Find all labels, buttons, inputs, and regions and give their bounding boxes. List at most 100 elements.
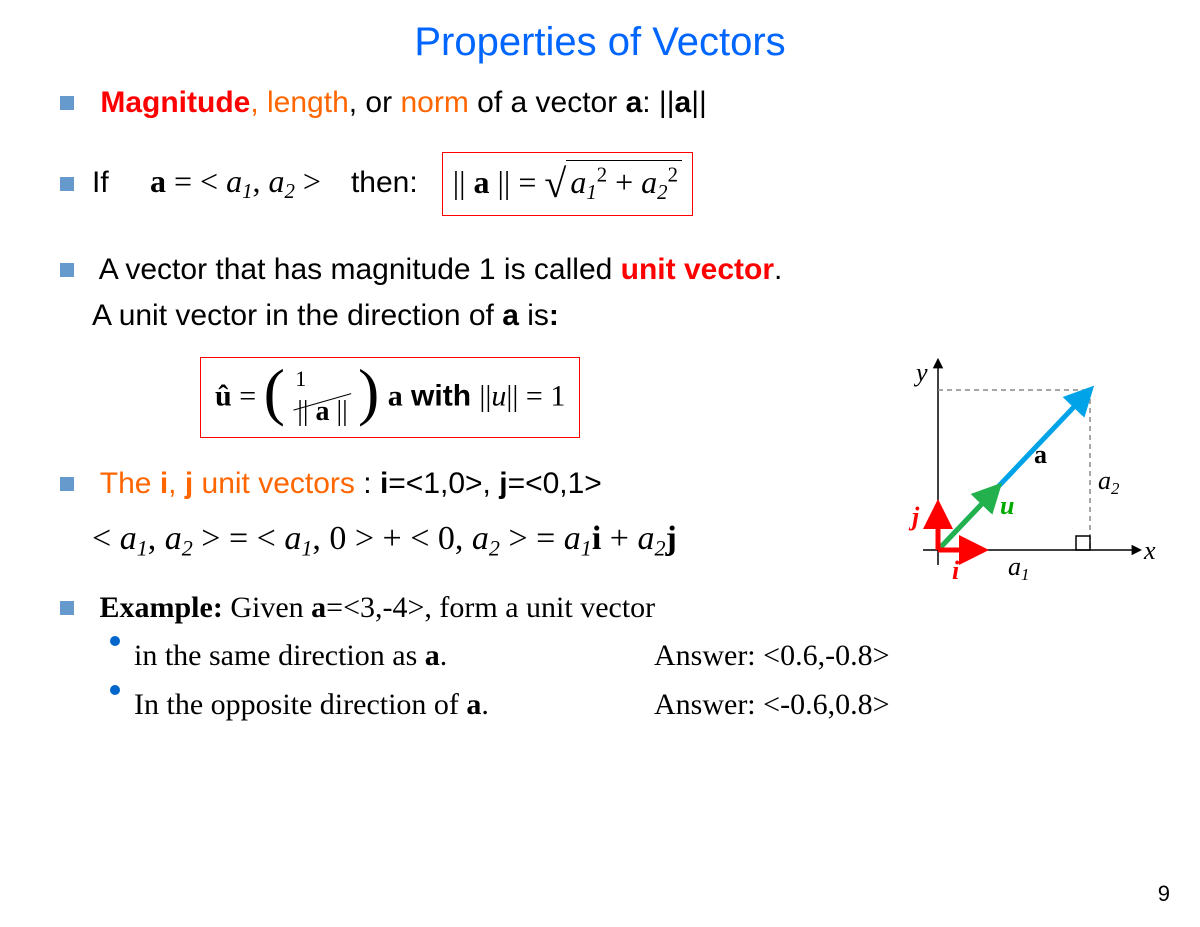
sub: 2	[489, 536, 500, 561]
sub: 1	[301, 536, 312, 561]
text: In the opposite direction of	[134, 688, 466, 721]
a: a	[472, 520, 489, 557]
i: i	[592, 520, 601, 557]
label-x: x	[1144, 536, 1156, 566]
colon: :	[363, 467, 380, 500]
example-sub2: In the opposite direction of a. Answer: …	[60, 685, 1150, 726]
vector-a: a	[388, 379, 403, 412]
text: ,	[253, 163, 269, 199]
text-length: length	[267, 86, 349, 119]
vector-a: a	[474, 164, 490, 200]
text-then: then:	[351, 163, 418, 204]
answer-value: <0.6,-0.8>	[763, 639, 889, 672]
sep: ,	[168, 467, 185, 500]
text: =<1,0>,	[388, 467, 499, 500]
bullet-icon	[60, 601, 74, 615]
text: , 0 > + < 0,	[312, 520, 472, 557]
example-label: Example:	[100, 591, 223, 624]
denominator: || a ||	[293, 393, 349, 431]
sub: 2	[1111, 479, 1119, 498]
sub1-answer: Answer: <0.6,-0.8>	[654, 636, 889, 677]
bullet-icon	[60, 177, 74, 191]
text: Given	[223, 591, 311, 624]
sub: 1	[137, 536, 148, 561]
text: > = <	[193, 520, 285, 557]
text-if: If	[92, 163, 132, 204]
a: a	[637, 520, 654, 557]
a-def: a = < a1, a2 >	[150, 160, 321, 206]
slide-title: Properties of Vectors	[50, 20, 1150, 65]
u: u	[491, 379, 506, 412]
text: || =	[490, 164, 545, 200]
vector-a: a	[466, 688, 481, 721]
text: || = 1	[506, 379, 565, 412]
text: The	[100, 467, 160, 500]
example-sub1: in the same direction as a. Answer: <0.6…	[60, 636, 1150, 677]
text: .	[774, 253, 782, 286]
text-with: with	[411, 379, 479, 412]
i: i	[160, 467, 168, 500]
a: a	[120, 520, 137, 557]
a: a	[165, 520, 182, 557]
sub1-text: in the same direction as a.	[134, 636, 654, 677]
vector-a: a	[675, 86, 692, 119]
line-magnitude: Magnitude, length, or norm of a vector a…	[60, 83, 1150, 124]
sep: ,	[250, 86, 267, 119]
vector-a: a	[150, 163, 166, 199]
a1: a	[226, 163, 242, 199]
sub: 2	[657, 181, 667, 204]
text: ||	[453, 164, 474, 200]
text: in the same direction as	[134, 639, 425, 672]
text: > =	[500, 520, 564, 557]
text: ||	[691, 86, 707, 119]
text: of a vector	[469, 86, 626, 119]
text-unit-vector: unit vector	[621, 253, 774, 286]
text: unit vectors	[193, 467, 355, 500]
text: = <	[166, 163, 226, 199]
page-number: 9	[1158, 881, 1170, 907]
answer-value: <-0.6,0.8>	[763, 688, 889, 721]
sup: 2	[597, 163, 607, 186]
sep: , or	[349, 86, 401, 119]
a: a	[284, 520, 301, 557]
formula-box-u: û = ( 1 || a || ) a with ||u|| = 1	[200, 357, 580, 438]
a: a	[564, 520, 581, 557]
label-j: j	[912, 502, 919, 532]
line-unit-vector: A vector that has magnitude 1 is called …	[60, 250, 1150, 291]
text: ,	[148, 520, 165, 557]
sub: 2	[285, 181, 295, 204]
sqrt-icon: √	[544, 161, 566, 206]
vector-a: a	[502, 299, 519, 332]
a: a	[1098, 466, 1111, 495]
numerator: 1	[293, 364, 349, 394]
label-a2: a2	[1098, 466, 1119, 499]
bullet-icon	[60, 96, 74, 110]
sub: 1	[242, 181, 252, 204]
j: j	[666, 520, 677, 557]
text: .	[440, 639, 448, 672]
subbullet-icon	[110, 685, 120, 695]
answer-label: Answer:	[654, 639, 763, 672]
label-y: y	[916, 358, 928, 388]
text: A unit vector in the direction of	[92, 299, 502, 332]
line-unit-direction: A unit vector in the direction of a is:	[92, 296, 1150, 337]
vector-a: a	[626, 86, 643, 119]
text: ||	[329, 396, 347, 427]
a: a	[1008, 552, 1021, 581]
sub: 2	[182, 536, 193, 561]
a2: a	[641, 164, 657, 200]
label-a: a	[1034, 440, 1047, 470]
text-norm: norm	[400, 86, 468, 119]
text: ||	[479, 379, 491, 412]
text: <	[92, 520, 120, 557]
sub: 1	[586, 181, 596, 204]
formula-box-norm: || a || = √ a12 + a22	[442, 152, 693, 216]
sub2-answer: Answer: <-0.6,0.8>	[654, 685, 889, 726]
a: a	[1034, 440, 1047, 469]
text: >	[295, 163, 321, 199]
u-hat: û	[215, 379, 232, 412]
j: j	[185, 467, 193, 500]
colon: :	[549, 299, 559, 332]
text: ||	[297, 396, 315, 427]
text: =<3,-4>, form a unit vector	[326, 591, 655, 624]
